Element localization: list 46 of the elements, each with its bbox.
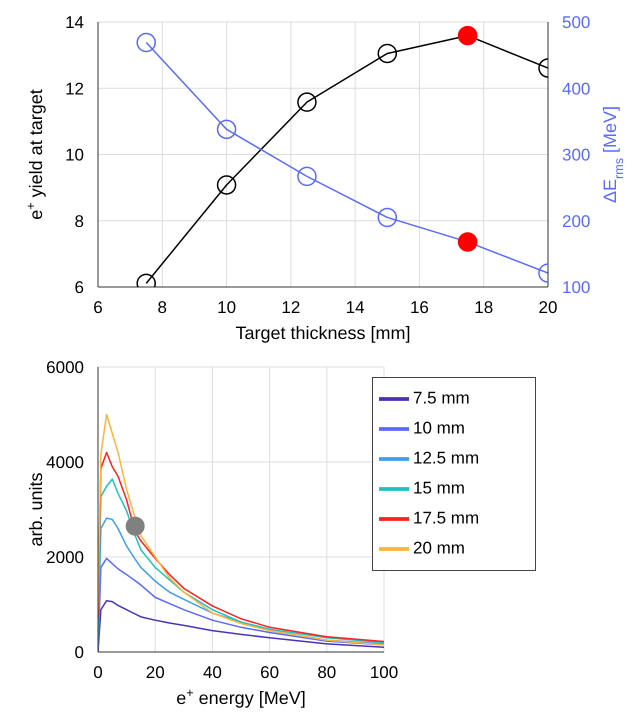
y-axis-title: arb. units: [26, 472, 46, 547]
line-series: [98, 414, 384, 646]
x-tick-label: 40: [202, 663, 222, 682]
y-tick-label: 6000: [46, 358, 84, 378]
y2-tick-label: 100: [562, 278, 590, 298]
point: [458, 26, 478, 46]
x-tick-label: 10: [217, 298, 236, 318]
y2-tick-label: 300: [562, 146, 590, 165]
point: [378, 208, 398, 228]
point: [136, 32, 156, 52]
legend-label: 17.5 mm: [413, 508, 480, 528]
x-axis-title: Target thickness [mm]: [235, 323, 411, 343]
y-tick-label: 12: [65, 79, 84, 98]
y2-tick-label: 400: [562, 79, 590, 98]
x-tick-label: 100: [370, 663, 398, 682]
legend-label: 10 mm: [413, 418, 465, 438]
x-axis-title: e$^{+}$ energy [MeV]: [176, 686, 306, 708]
point: [297, 92, 317, 112]
point: [458, 232, 478, 252]
y-tick-label: 2000: [46, 548, 84, 568]
x-tick-label: 8: [158, 298, 168, 318]
y-tick-label: 10: [65, 146, 84, 165]
y-tick-label: 14: [65, 13, 84, 32]
x-tick-label: 0: [93, 663, 103, 682]
y-tick-label: 8: [74, 212, 84, 231]
x-tick-label: 20: [538, 298, 558, 318]
y-tick-label: 4000: [46, 453, 84, 472]
legend-label: 20 mm: [413, 538, 465, 558]
y2-tick-label: 500: [562, 13, 590, 32]
point: [216, 120, 236, 140]
y-tick-label: 6: [74, 278, 84, 298]
legend-label: 7.5 mm: [413, 388, 470, 408]
point: [378, 44, 398, 64]
x-tick-label: 20: [146, 663, 165, 682]
x-tick-label: 60: [260, 663, 280, 682]
y-tick-label: 0: [74, 643, 84, 662]
x-tick-label: 6: [93, 298, 103, 318]
legend-label: 15 mm: [413, 478, 465, 498]
point: [297, 166, 317, 186]
legend-label: 12.5 mm: [413, 448, 480, 468]
x-tick-label: 12: [281, 298, 300, 318]
x-tick-label: 80: [317, 663, 336, 682]
y2-tick-label: 200: [562, 212, 590, 231]
x-tick-label: 16: [410, 298, 429, 318]
x-tick-label: 18: [474, 298, 494, 318]
x-tick-label: 14: [346, 298, 365, 318]
